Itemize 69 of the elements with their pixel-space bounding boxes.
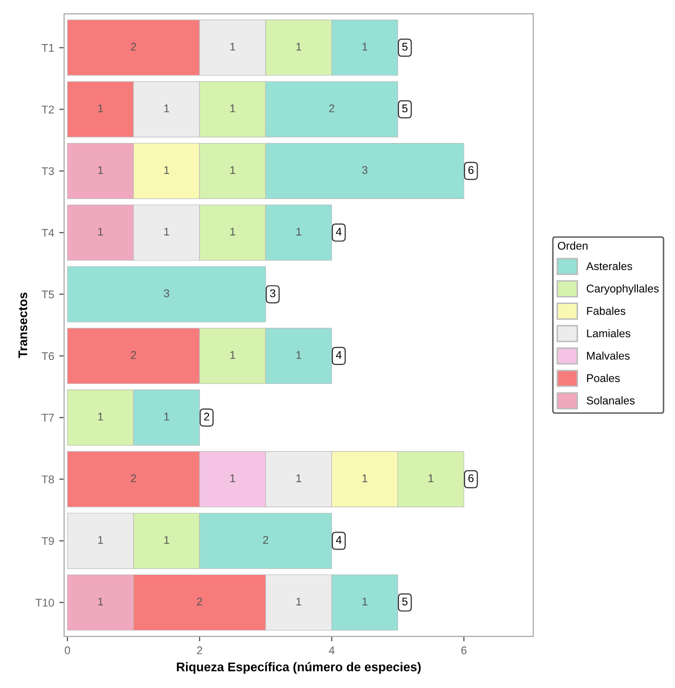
y-tick-label: T3 xyxy=(42,167,54,176)
legend-title: Orden xyxy=(558,242,588,250)
y-tick-label: T7 xyxy=(42,414,54,422)
y-tick-label: T10 xyxy=(36,598,54,607)
y-tick-label: T9 xyxy=(42,537,54,545)
data-label: 2 xyxy=(263,536,268,544)
data-label: 1 xyxy=(164,104,170,112)
data-label: 2 xyxy=(130,42,136,51)
data-label: 1 xyxy=(296,598,302,606)
data-label: 2 xyxy=(197,598,202,606)
data-label: 1 xyxy=(164,536,170,544)
data-label: 1 xyxy=(296,351,302,359)
data-label: 2 xyxy=(329,104,334,112)
data-label: 1 xyxy=(98,228,104,236)
data-label: 1 xyxy=(296,474,302,482)
data-label: 2 xyxy=(130,474,136,482)
total-label: 3 xyxy=(270,289,276,298)
total-label: 4 xyxy=(336,351,342,359)
total-label: 6 xyxy=(468,166,474,174)
data-label: 1 xyxy=(362,598,368,606)
data-label: 1 xyxy=(362,474,368,482)
legend-label: Lamiales xyxy=(587,329,630,338)
data-label: 1 xyxy=(98,412,104,420)
bar xyxy=(67,266,266,322)
y-tick-label: T5 xyxy=(42,290,54,298)
total-label: 5 xyxy=(402,598,408,606)
data-label: 1 xyxy=(230,351,236,359)
data-label: 1 xyxy=(296,42,302,51)
x-tick-label: 4 xyxy=(328,646,334,654)
total-label: 5 xyxy=(402,42,408,51)
data-label: 2 xyxy=(130,351,136,359)
data-label: 1 xyxy=(230,474,236,482)
legend-label: Caryophyllales xyxy=(586,284,659,295)
total-label: 4 xyxy=(336,536,342,544)
data-label: 1 xyxy=(98,598,104,606)
total-label: 2 xyxy=(204,412,210,420)
legend-label: Asterales xyxy=(586,262,632,270)
y-tick-label: T1 xyxy=(42,44,54,52)
data-label: 1 xyxy=(164,228,170,236)
x-tick-label: 0 xyxy=(64,646,70,654)
data-label: 1 xyxy=(164,166,170,174)
data-label: 1 xyxy=(98,104,104,112)
data-label: 1 xyxy=(230,104,236,112)
x-tick-label: 2 xyxy=(197,646,202,654)
data-label: 1 xyxy=(230,42,236,51)
y-axis-title: Transectos xyxy=(18,292,28,358)
legend-label: Malvales xyxy=(587,352,630,360)
y-tick-label: T8 xyxy=(42,475,54,484)
legend-label: Solanales xyxy=(586,396,635,404)
data-label: 1 xyxy=(98,166,104,174)
data-label: 3 xyxy=(362,166,368,174)
data-label: 1 xyxy=(230,228,236,236)
total-label: 5 xyxy=(402,104,408,112)
x-axis-title: Riqueza Específica (número de especies) xyxy=(176,662,421,674)
y-tick-label: T4 xyxy=(42,228,54,237)
data-label: 1 xyxy=(296,228,302,236)
total-label: 4 xyxy=(336,228,342,236)
y-tick-label: T6 xyxy=(42,352,54,360)
legend-label: Fabales xyxy=(587,306,626,315)
data-label: 1 xyxy=(428,474,434,482)
legend-label: Poales xyxy=(587,374,620,382)
data-label: 3 xyxy=(164,289,170,298)
data-label: 1 xyxy=(230,166,236,174)
data-label: 1 xyxy=(362,42,368,51)
total-label: 6 xyxy=(468,474,474,482)
data-label: 1 xyxy=(98,536,104,544)
x-tick-label: 6 xyxy=(461,646,466,654)
data-label: 1 xyxy=(164,412,170,420)
y-tick-label: T2 xyxy=(42,106,54,114)
